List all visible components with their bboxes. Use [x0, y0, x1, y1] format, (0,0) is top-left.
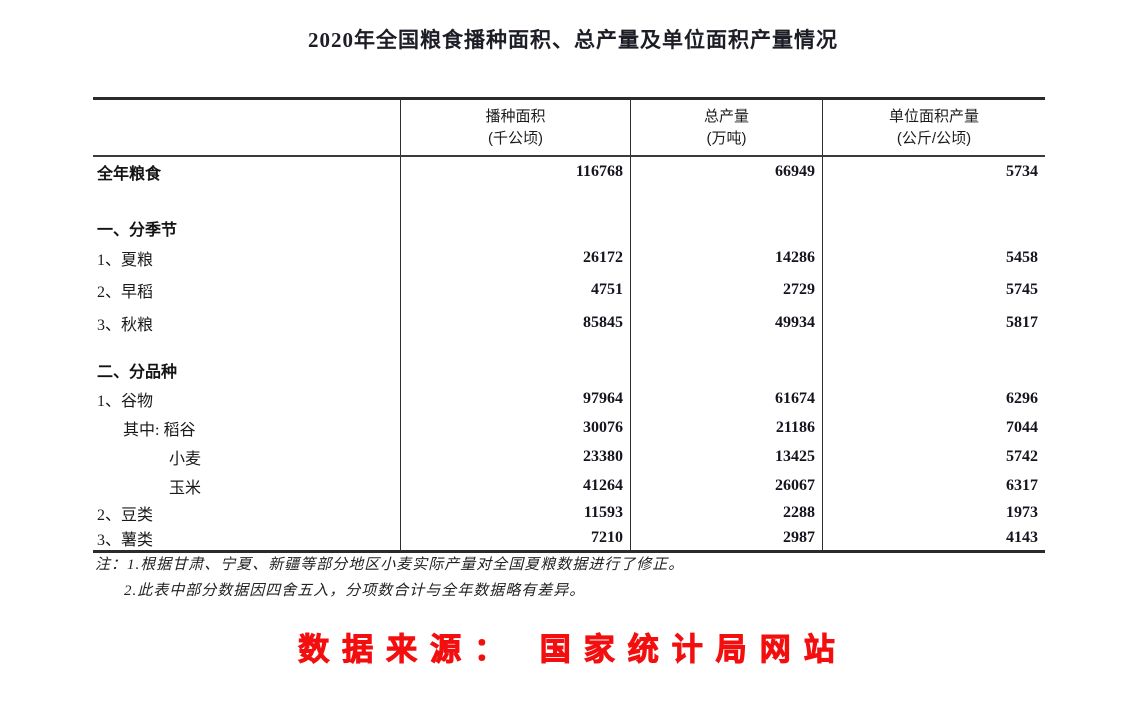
row-label: 3、秋粮 — [97, 316, 154, 334]
cell-area: 97964 — [400, 384, 630, 413]
note-line-1: 注：1.根据甘肃、宁夏、新疆等部分地区小麦实际产量对全国夏粮数据进行了修正。 — [95, 557, 685, 573]
cell-output: 49934 — [630, 306, 822, 339]
cell-area — [400, 355, 630, 384]
cell-yield: 5745 — [822, 273, 1045, 306]
table-notes: 注：1.根据甘肃、宁夏、新疆等部分地区小麦实际产量对全国夏粮数据进行了修正。 2… — [95, 552, 684, 605]
header-cell-yield-per-unit: 单位面积产量 (公斤/公顷) — [822, 100, 1045, 155]
table-row-summer-grain: 1、夏粮 26172 14286 5458 — [93, 242, 1045, 273]
cell-area: 41264 — [400, 471, 630, 500]
cell-yield: 6317 — [822, 471, 1045, 500]
cell-yield — [822, 355, 1045, 384]
cell-area — [400, 213, 630, 242]
cell-yield: 1973 — [822, 500, 1045, 526]
cell-output: 2987 — [630, 526, 822, 550]
cell-yield — [822, 213, 1045, 242]
cell-area: 85845 — [400, 306, 630, 339]
column-label: 播种面积 — [485, 107, 546, 125]
row-label: 二、分品种 — [97, 363, 178, 381]
cell-area: 11593 — [400, 500, 630, 526]
table-row-autumn-grain: 3、秋粮 85845 49934 5817 — [93, 306, 1045, 339]
column-unit: (公斤/公顷) — [896, 129, 972, 147]
cell-yield: 5734 — [822, 157, 1045, 187]
cell-area: 26172 — [400, 242, 630, 273]
column-unit: (万吨) — [706, 129, 747, 147]
cell-yield: 5817 — [822, 306, 1045, 339]
cell-output: 13425 — [630, 442, 822, 471]
table-row-corn: 玉米 41264 26067 6317 — [93, 471, 1045, 500]
cell-output — [630, 213, 822, 242]
cell-output: 26067 — [630, 471, 822, 500]
cell-output: 21186 — [630, 413, 822, 442]
row-label: 1、谷物 — [97, 392, 154, 410]
column-label: 总产量 — [703, 107, 749, 125]
row-label: 玉米 — [169, 479, 202, 497]
row-label: 3、薯类 — [97, 532, 154, 549]
row-label: 其中: 稻谷 — [123, 421, 196, 439]
table-row-cereals: 1、谷物 97964 61674 6296 — [93, 384, 1045, 413]
header-cell-sown-area: 播种面积 (千公顷) — [400, 100, 630, 155]
row-label: 1、夏粮 — [97, 251, 154, 269]
cell-output: 2729 — [630, 273, 822, 306]
header-cell-total-output: 总产量 (万吨) — [630, 100, 822, 155]
row-label: 一、分季节 — [97, 221, 178, 239]
page-title: 2020年全国粮食播种面积、总产量及单位面积产量情况 — [308, 28, 838, 52]
column-label: 单位面积产量 — [888, 107, 979, 125]
cell-area: 30076 — [400, 413, 630, 442]
cell-area: 7210 — [400, 526, 630, 550]
table-row-early-rice: 2、早稻 4751 2729 5745 — [93, 273, 1045, 306]
note-line-2: 2.此表中部分数据因四舍五入，分项数合计与全年数据略有差异。 — [124, 583, 586, 600]
table-row-tubers: 3、薯类 7210 2987 4143 — [93, 526, 1045, 550]
table-row-beans: 2、豆类 11593 2288 1973 — [93, 500, 1045, 526]
row-label: 2、早稻 — [97, 283, 154, 301]
header-cell-empty — [93, 100, 400, 155]
cell-yield: 4143 — [822, 526, 1045, 550]
cell-output: 14286 — [630, 242, 822, 273]
table-header-row: 播种面积 (千公顷) 总产量 (万吨) 单位面积产量 (公斤/公顷) — [93, 100, 1045, 157]
cell-yield: 7044 — [822, 413, 1045, 442]
cell-output: 2288 — [630, 500, 822, 526]
row-label: 小麦 — [169, 450, 202, 468]
spacer-row — [93, 187, 1045, 213]
cell-output: 66949 — [630, 157, 822, 187]
table-row-wheat: 小麦 23380 13425 5742 — [93, 442, 1045, 471]
grain-statistics-table: 播种面积 (千公顷) 总产量 (万吨) 单位面积产量 (公斤/公顷) 全年粮食 … — [93, 97, 1045, 553]
cell-yield: 6296 — [822, 384, 1045, 413]
table-row-section-by-season: 一、分季节 — [93, 213, 1045, 242]
cell-output: 61674 — [630, 384, 822, 413]
cell-yield: 5458 — [822, 242, 1045, 273]
table-row-section-by-variety: 二、分品种 — [93, 355, 1045, 384]
cell-area: 23380 — [400, 442, 630, 471]
source-banner: 数据来源： 国家统计局网站 — [298, 632, 848, 668]
cell-yield: 5742 — [822, 442, 1045, 471]
table-row-annual-grain: 全年粮食 116768 66949 5734 — [93, 157, 1045, 187]
cell-area: 4751 — [400, 273, 630, 306]
row-label: 全年粮食 — [97, 166, 162, 183]
row-label: 2、豆类 — [97, 507, 154, 524]
spacer-row — [93, 339, 1045, 355]
table-row-rice: 其中: 稻谷 30076 21186 7044 — [93, 413, 1045, 442]
cell-output — [630, 355, 822, 384]
cell-area: 116768 — [400, 157, 630, 187]
column-unit: (千公顷) — [487, 129, 543, 147]
